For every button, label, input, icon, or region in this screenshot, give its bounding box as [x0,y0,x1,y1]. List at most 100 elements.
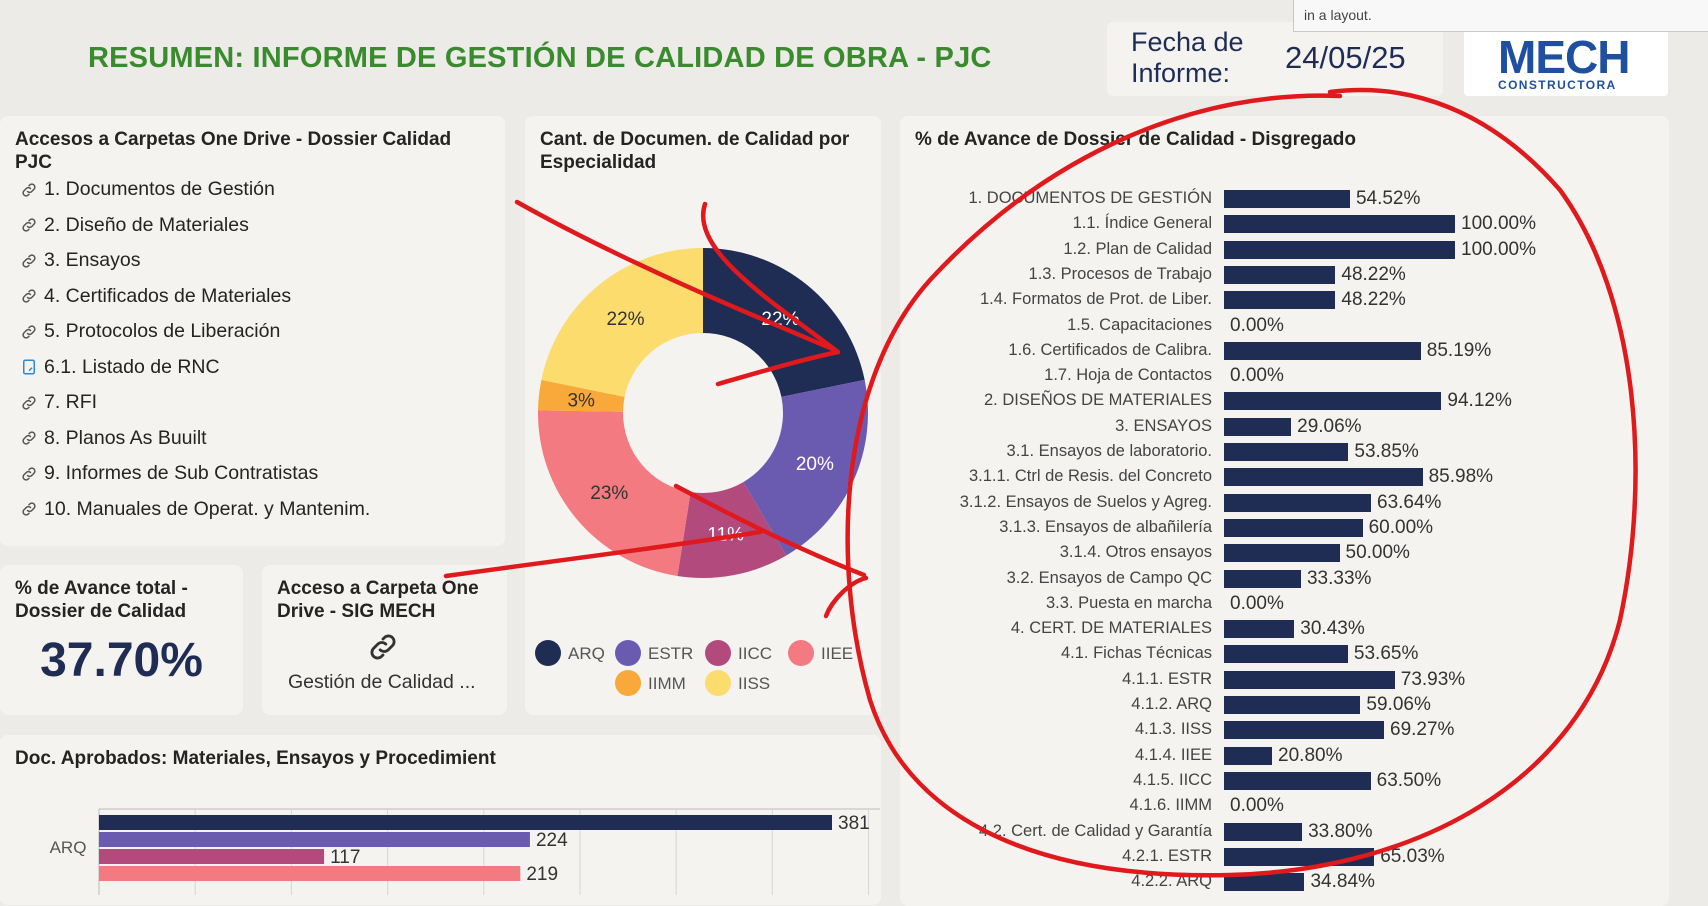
donut-slice-label: 22% [607,309,645,330]
progress-row-label: 4.1. Fichas Técnicas [1060,644,1212,663]
progress-bar[interactable] [1224,771,1371,790]
onedrive-link-label: 10. Manuales de Operat. y Mantenim. [44,497,371,520]
link-icon[interactable] [366,630,400,664]
progress-bar-value: 54.52% [1355,188,1421,209]
onedrive-link-label: 7. RFI [44,391,98,413]
progress-row-label: 3.2. Ensayos de Campo QC [1006,568,1212,587]
progress-bar-value: 53.65% [1353,643,1419,665]
tooltip-text: in a layout. [1304,7,1372,23]
donut-slice-label: 22% [761,309,799,330]
progress-bar[interactable] [1224,721,1384,740]
progress-row-label: 4.1.5. IICC [1133,770,1212,789]
progress-bar-value: 0.00% [1230,365,1284,387]
onedrive-link-label: 6.1. Listado de RNC [44,355,220,378]
progress-bar-value: 34.84% [1310,871,1375,893]
progress-row-label: 1.1. Índice General [1072,214,1212,233]
progress-row-label: 4.1.6. IIMM [1129,796,1212,815]
progress-row-label: 3.3. Puesta en marcha [1045,593,1212,612]
progress-bar[interactable] [1224,443,1349,461]
link-icon [20,465,38,483]
donut-chart: 22% 20% 11% 23% 3% 22% ARQ ESTR IICC IIEE IIMM IISS [535,248,868,696]
progress-row-label: 4.2.1. ESTR [1122,846,1212,865]
progress-row-label: 1.4. Formatos de Prot. de Liber. [979,290,1212,309]
progress-bar[interactable] [1224,417,1292,436]
progress-bar[interactable] [1224,847,1375,866]
progress-bar[interactable] [1224,569,1301,588]
progress-bar-value: 0.00% [1230,592,1284,614]
progress-bar[interactable] [1224,190,1350,208]
link-icon [20,252,38,270]
progress-bar-value: 94.12% [1447,390,1512,412]
progress-row-label: 1. DOCUMENTOS DE GESTIÓN [968,189,1212,207]
onedrive-link-label: 5. Protocolos de Liberación [44,320,281,342]
sig-folder-title-line2: Drive - SIG MECH [277,601,436,622]
category-label: ARQ [50,838,87,857]
donut-slice-label: 11% [707,524,744,545]
progress-bar[interactable] [1224,265,1336,284]
legend-item-iiss[interactable]: IISS [705,670,770,696]
legend-item-estr[interactable]: ESTR [615,640,693,666]
onedrive-link-item[interactable]: 6.1. Listado de RNC [20,356,220,379]
legend-label: IIEE [821,644,853,663]
onedrive-link-label: 3. Ensayos [44,249,141,271]
onedrive-link-item[interactable]: 2. Diseño de Materiales [20,214,249,237]
link-icon [20,181,38,199]
onedrive-link-item[interactable]: 4. Certificados de Materiales [20,285,291,308]
progress-row-label: 1.6. Certificados de Calibra. [1008,340,1212,359]
progress-row-label: 3.1.3. Ensayos de albañilería [999,517,1212,536]
progress-bar[interactable] [1224,291,1336,310]
progress-bar[interactable] [1224,544,1340,563]
approved-docs-card: Doc. Aprobados: Materiales, Ensayos y Pr… [0,735,881,905]
progress-bar-value: 85.98% [1428,466,1494,488]
legend-item-iicc[interactable]: IICC [705,640,772,666]
progress-row-label: 4. CERT. DE MATERIALES [1010,619,1212,638]
progress-bar-value: 60.00% [1368,516,1434,538]
approved-bar[interactable] [99,866,521,881]
progress-bar[interactable] [1224,215,1455,234]
link-icon [20,287,38,305]
progress-bar[interactable] [1224,645,1348,664]
logo-sub-text: CONSTRUCTORA [1498,78,1617,92]
approved-bar[interactable] [99,849,325,864]
onedrive-link-item[interactable]: 8. Planos As Buuilt [20,427,207,450]
progress-bar[interactable] [1224,620,1295,639]
onedrive-link-item[interactable]: 10. Manuales de Operat. y Mantenim. [20,498,370,521]
progress-bar-value: 69.27% [1390,719,1455,741]
legend-item-iimm[interactable]: IIMM [615,670,686,696]
progress-bar[interactable] [1224,518,1363,537]
onedrive-link-item[interactable]: 9. Informes de Sub Contratistas [20,462,318,485]
onedrive-link-item[interactable]: 5. Protocolos de Liberación [20,320,280,343]
legend-marker [615,640,641,666]
donut-slice-label: 3% [567,391,595,412]
progress-bar-value: 63.64% [1377,491,1442,513]
onedrive-link-item[interactable]: 3. Ensayos [20,249,140,272]
progress-bar-value: 59.06% [1366,694,1431,715]
donut-slice-iimm[interactable] [538,379,625,412]
legend-label: IIMM [648,674,686,693]
onedrive-link-item[interactable]: 1. Documentos de Gestión [20,178,275,201]
progress-bar[interactable] [1224,696,1361,714]
progress-bar[interactable] [1224,468,1423,487]
progress-bar[interactable] [1224,392,1442,411]
onedrive-links-title-line1: Accesos a Carpetas One Drive - Dossier C… [15,129,452,150]
legend-item-iiee[interactable]: IIEE [788,640,853,666]
progress-bar[interactable] [1224,341,1421,360]
legend-item-arq[interactable]: ARQ [535,640,605,666]
progress-bar[interactable] [1224,746,1273,765]
progress-bar[interactable] [1224,822,1303,841]
sig-folder-link[interactable]: Gestión de Calidad ... [288,671,476,693]
legend-label: IISS [738,674,770,693]
approved-bar[interactable] [99,815,832,830]
progress-bar-value: 100.00% [1461,238,1537,260]
progress-bar-value: 48.22% [1341,263,1406,285]
progress-bar-value: 33.80% [1308,820,1373,842]
progress-row-label: 4.1.2. ARQ [1131,695,1212,713]
progress-bar[interactable] [1224,493,1371,512]
progress-bar[interactable] [1224,873,1305,892]
progress-bar-value: 0.00% [1230,795,1284,817]
progress-bar-value: 20.80% [1278,744,1343,766]
progress-bar[interactable] [1224,670,1395,689]
progress-bar[interactable] [1224,240,1455,259]
approved-bar[interactable] [99,832,530,847]
onedrive-link-item[interactable]: 7. RFI [20,391,97,414]
